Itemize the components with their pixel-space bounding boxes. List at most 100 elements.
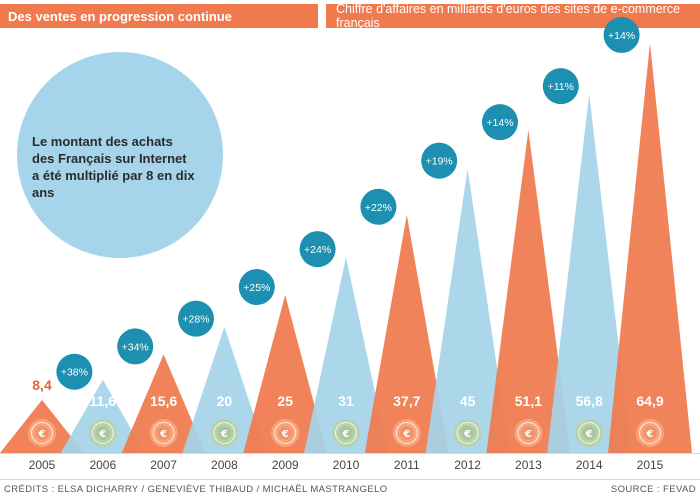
euro-coin-icon: € [271, 419, 300, 447]
bar-2009 [243, 295, 328, 453]
header-left-label: Des ventes en progression continue [8, 8, 232, 24]
value-label: 31 [338, 393, 354, 409]
coin-ring [274, 422, 297, 444]
bar-2007 [121, 354, 206, 453]
growth-badge [482, 104, 518, 141]
euro-symbol: € [463, 429, 471, 440]
coin-ring [31, 422, 53, 444]
year-label: 2012 [454, 458, 481, 472]
credits-text: CRÉDITS : ELSA DICHARRY / GENEVIÈVE THIB… [4, 484, 388, 495]
coin-ring [213, 422, 236, 444]
euro-coin-icon: € [514, 419, 543, 447]
value-label: 64,9 [636, 393, 663, 409]
year-label: 2011 [394, 458, 420, 472]
value-label: 11,6 [90, 393, 117, 409]
euro-coin-icon: € [636, 419, 664, 447]
value-label: 51,1 [515, 393, 542, 409]
bubble-line: a été multiplié par 8 en dix ans [32, 168, 195, 200]
bar-2010 [304, 257, 388, 453]
coin-ring [578, 422, 601, 444]
growth-label: +24% [304, 244, 331, 256]
value-label: 8,4 [32, 377, 52, 393]
euro-coin-icon: € [392, 419, 421, 447]
coin-inner [582, 426, 597, 440]
bar-2012 [425, 168, 510, 453]
growth-label: +14% [486, 117, 513, 129]
info-bubble [17, 52, 223, 258]
coin-ring [517, 422, 540, 444]
euro-symbol: € [281, 429, 289, 440]
euro-coin-icon: € [453, 419, 482, 447]
value-label: 45 [460, 393, 476, 409]
growth-badge [238, 269, 275, 306]
coin-ring [335, 422, 357, 444]
bar-2014 [547, 94, 632, 454]
growth-label: +34% [122, 341, 149, 353]
bubble-line: Le montant des achats [32, 134, 173, 149]
euro-symbol: € [402, 429, 410, 440]
bar-2013 [486, 130, 571, 453]
growth-badge [178, 300, 214, 337]
year-label: 2010 [333, 458, 360, 472]
growth-label: +11% [548, 81, 574, 93]
euro-coin-icon: € [332, 419, 360, 447]
growth-label: +28% [182, 314, 209, 326]
year-label: 2008 [211, 458, 238, 472]
value-label: 20 [217, 393, 233, 409]
bar-2006 [60, 379, 145, 453]
coin-inner [95, 426, 110, 440]
growth-badge [421, 142, 458, 179]
header-left-title: Des ventes en progression continue [0, 4, 318, 28]
year-label: 2014 [576, 458, 603, 472]
bar-2011 [364, 214, 449, 453]
source-text: SOURCE : FEVAD [610, 484, 696, 495]
euro-coin-icon: € [88, 419, 117, 447]
coin-ring [395, 422, 418, 444]
value-label: 25 [277, 393, 293, 409]
coin-ring [91, 422, 114, 444]
euro-symbol: € [38, 429, 46, 440]
growth-badge [542, 68, 579, 105]
coin-inner [399, 426, 414, 440]
year-label: 2015 [637, 458, 664, 472]
bar-2008 [182, 326, 267, 453]
coin-ring [456, 422, 479, 444]
growth-badge [117, 328, 154, 365]
value-label: 37,7 [393, 393, 420, 409]
growth-label: +38% [61, 367, 88, 379]
growth-badge [603, 16, 640, 53]
header-right-title: Chiffre d'affaires en milliards d'euros … [326, 2, 700, 30]
growth-label: +14% [608, 30, 635, 42]
coin-inner [460, 426, 475, 440]
growth-badge [299, 231, 336, 268]
euro-coin-icon: € [575, 419, 604, 447]
footer: CRÉDITS : ELSA DICHARRY / GENEVIÈVE THIB… [0, 484, 700, 495]
euro-symbol: € [585, 429, 593, 440]
euro-coin-icon: € [28, 419, 56, 447]
value-label: 56,8 [576, 393, 603, 409]
euro-symbol: € [98, 429, 106, 440]
bubble-text: Le montant des achats des Français sur I… [32, 133, 212, 201]
coin-inner [521, 426, 536, 440]
bubble-line: des Français sur Internet [32, 151, 187, 166]
euro-symbol: € [524, 429, 532, 440]
coin-inner [217, 426, 232, 440]
euro-symbol: € [646, 429, 654, 440]
growth-label: +22% [365, 202, 392, 214]
euro-symbol: € [220, 429, 228, 440]
coin-inner [643, 426, 657, 440]
year-label: 2013 [515, 458, 542, 472]
year-label: 2009 [272, 458, 299, 472]
growth-label: +19% [426, 156, 453, 168]
coin-inner [35, 426, 49, 440]
euro-coin-icon: € [149, 419, 178, 447]
coin-ring [639, 422, 661, 444]
coin-inner [278, 426, 293, 440]
growth-badge [360, 188, 397, 225]
growth-badge [56, 353, 93, 390]
euro-coin-icon: € [210, 419, 239, 447]
year-label: 2006 [89, 458, 116, 472]
coin-ring [152, 422, 175, 444]
euro-symbol: € [342, 429, 350, 440]
